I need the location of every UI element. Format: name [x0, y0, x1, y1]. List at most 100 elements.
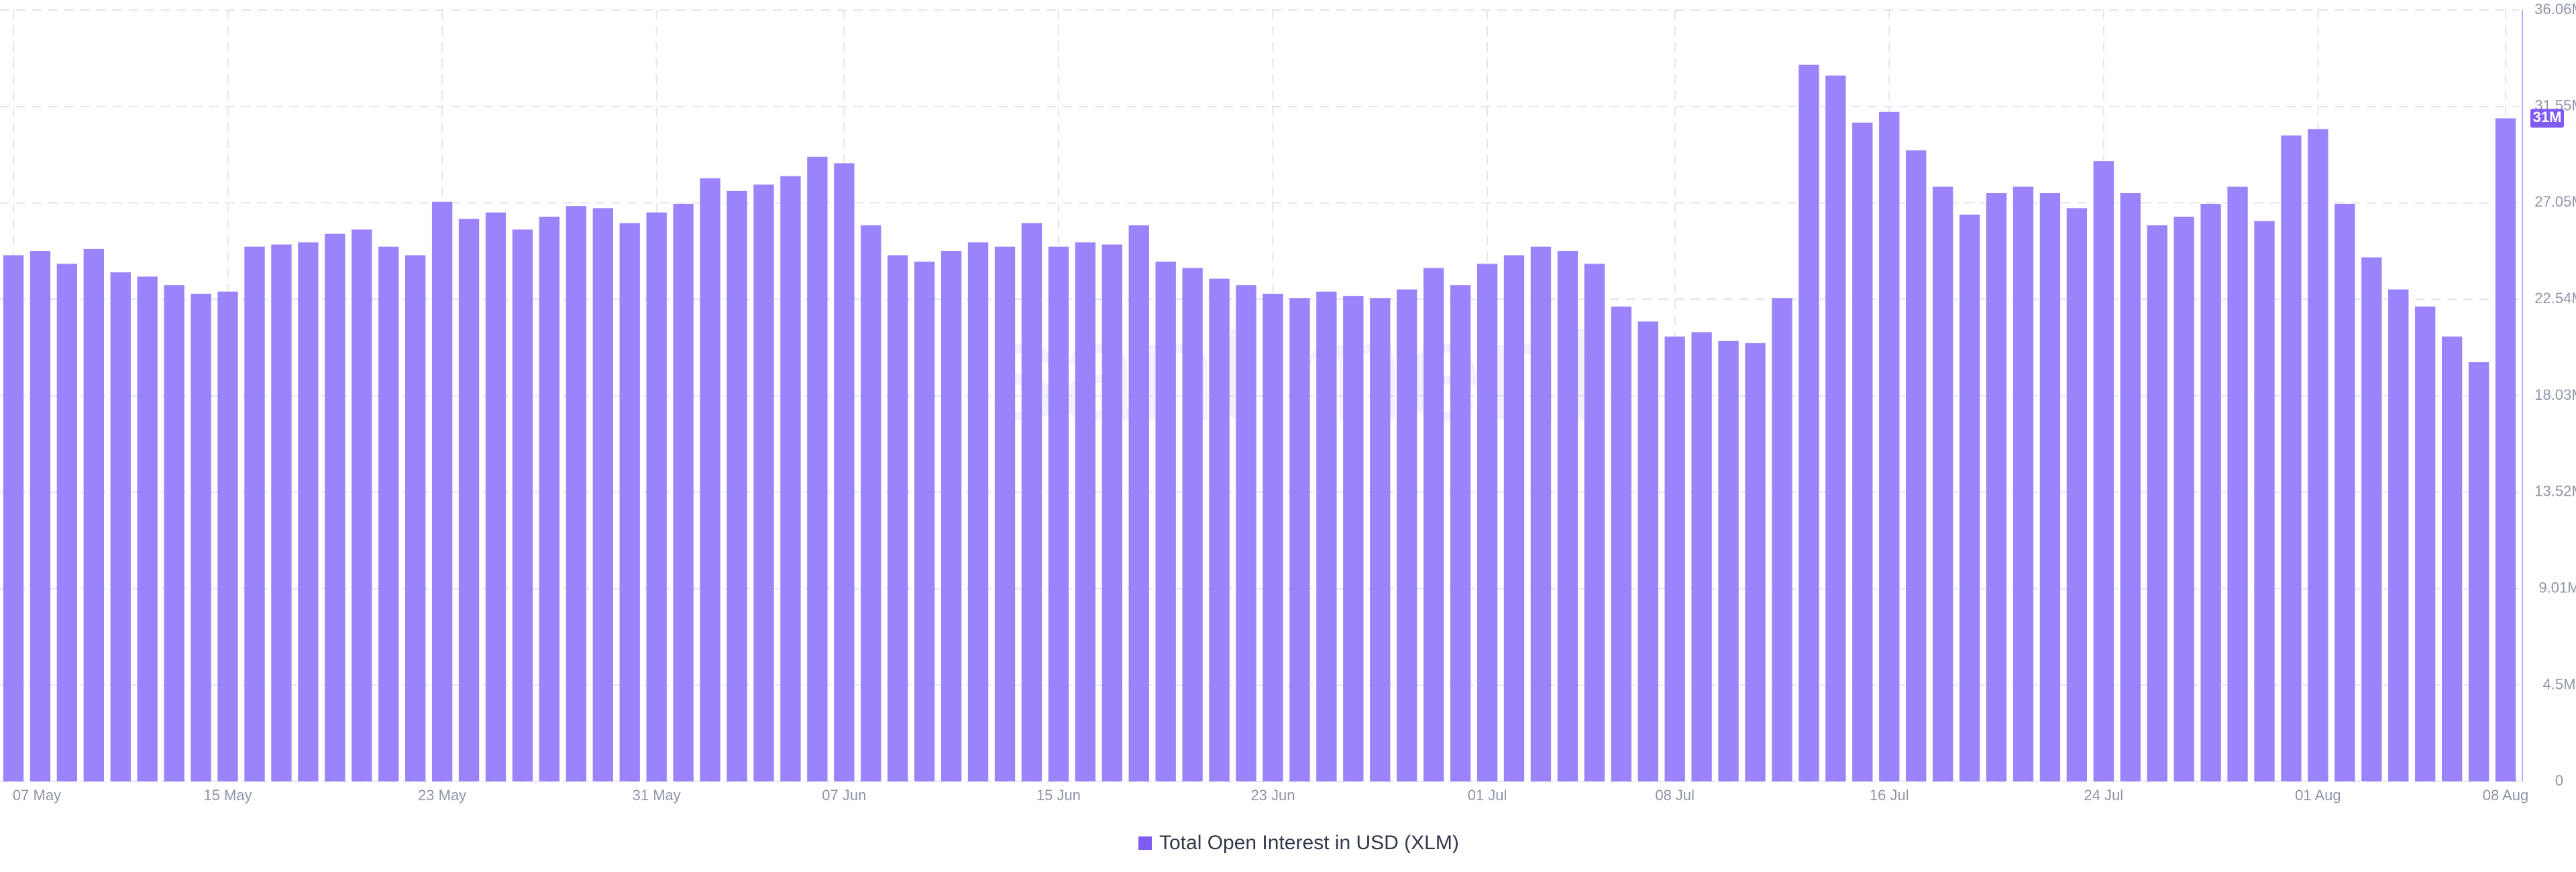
- bar: [1021, 223, 1042, 781]
- y-tick-label: 18.03M: [2534, 386, 2576, 403]
- bar: [3, 255, 24, 781]
- bar: [164, 285, 184, 781]
- bar: [727, 190, 747, 782]
- bar: [30, 251, 51, 781]
- bar: [2441, 336, 2463, 781]
- x-tick-label: 08 Jul: [1655, 787, 1695, 804]
- bar: [2174, 217, 2194, 781]
- y-tick-label: 27.05M: [2534, 193, 2576, 210]
- bar: [298, 242, 319, 781]
- bar: [1397, 289, 1417, 782]
- bar: [2093, 161, 2114, 781]
- bar: [217, 291, 238, 781]
- x-tick-label: 08 Aug: [2483, 787, 2529, 804]
- x-tick-label: 01 Jul: [1468, 787, 1507, 804]
- bar: [405, 255, 426, 781]
- bar: [1450, 285, 1471, 781]
- bar: [1638, 321, 1658, 781]
- bar: [1289, 298, 1310, 781]
- bar: [914, 262, 935, 781]
- bar: [1986, 193, 2007, 781]
- y-tick-label: 4.5M: [2543, 675, 2576, 692]
- value-label: 31M: [2533, 109, 2562, 125]
- bar: [2468, 362, 2489, 781]
- bar: [1182, 268, 1203, 781]
- value-badge: [2530, 109, 2564, 128]
- bar: [1316, 291, 1337, 781]
- bar: [967, 242, 989, 781]
- bar: [1503, 255, 1525, 781]
- x-tick-label: 16 Jul: [1870, 787, 1909, 804]
- bar: [2495, 118, 2516, 781]
- bar: [1691, 332, 1712, 782]
- bar: [566, 206, 587, 781]
- bar: [110, 272, 131, 781]
- bar: [2147, 225, 2167, 781]
- bar: [1745, 343, 1766, 781]
- bar: [780, 176, 801, 781]
- bar: [2388, 289, 2409, 782]
- bar: [2334, 203, 2355, 781]
- x-tick-label: 24 Jul: [2084, 787, 2123, 804]
- bar: [2012, 186, 2034, 781]
- bar: [137, 276, 158, 782]
- bar: [458, 219, 480, 781]
- bar: [700, 178, 720, 782]
- bar: [2361, 257, 2382, 781]
- bar: [2039, 193, 2061, 781]
- bar: [1664, 336, 1685, 781]
- bar: [1102, 244, 1122, 781]
- bar: [512, 229, 533, 781]
- bar: [1932, 186, 1953, 781]
- bar: [1611, 307, 1631, 781]
- y-tick-label: 9.01M: [2538, 579, 2576, 596]
- bar: [807, 156, 828, 781]
- bar: [1557, 251, 1578, 781]
- x-tick-label: 15 May: [203, 787, 252, 804]
- bar: [539, 217, 560, 781]
- bar: [1155, 262, 1176, 781]
- y-tick-label: 0: [2555, 772, 2563, 789]
- bar: [2415, 307, 2436, 781]
- y-tick-label: 13.52M: [2534, 483, 2576, 500]
- bar: [1128, 225, 1149, 781]
- bar: [244, 246, 265, 782]
- bar: [1584, 264, 1605, 781]
- bar: [1906, 150, 1927, 781]
- bar: [1799, 64, 1819, 781]
- x-tick-label: 01 Aug: [2295, 787, 2341, 804]
- bar: [485, 212, 506, 781]
- bar: [2281, 135, 2302, 781]
- bar: [753, 184, 774, 782]
- bar: [1343, 296, 1364, 782]
- bar: [56, 264, 78, 781]
- bar: [2227, 186, 2248, 781]
- x-tick-label: 15 Jun: [1036, 787, 1081, 804]
- bar: [941, 251, 962, 781]
- x-tick-label: 07 May: [13, 787, 61, 804]
- bar: [1718, 341, 1739, 781]
- y-tick-label: 22.54M: [2534, 290, 2576, 307]
- bar: [325, 233, 345, 782]
- bar: [1236, 285, 1256, 781]
- bar: [1852, 122, 1873, 782]
- bar: [1263, 293, 1283, 781]
- bar: [352, 229, 372, 781]
- bar: [834, 163, 855, 781]
- bar: [191, 293, 211, 781]
- bar: [994, 246, 1016, 782]
- bar: [2308, 129, 2328, 782]
- bar: [2200, 203, 2221, 781]
- x-tick-label: 23 May: [418, 787, 466, 804]
- bar: [83, 248, 104, 781]
- bar: [271, 244, 292, 781]
- bar: [1825, 75, 1846, 781]
- bar: [1075, 242, 1096, 781]
- bar: [1209, 278, 1230, 781]
- bar: [619, 223, 640, 781]
- bar: [1423, 268, 1444, 781]
- bar: [2066, 208, 2088, 781]
- legend-label: Total Open Interest in USD (XLM): [1159, 832, 1459, 854]
- bar: [1772, 298, 1792, 781]
